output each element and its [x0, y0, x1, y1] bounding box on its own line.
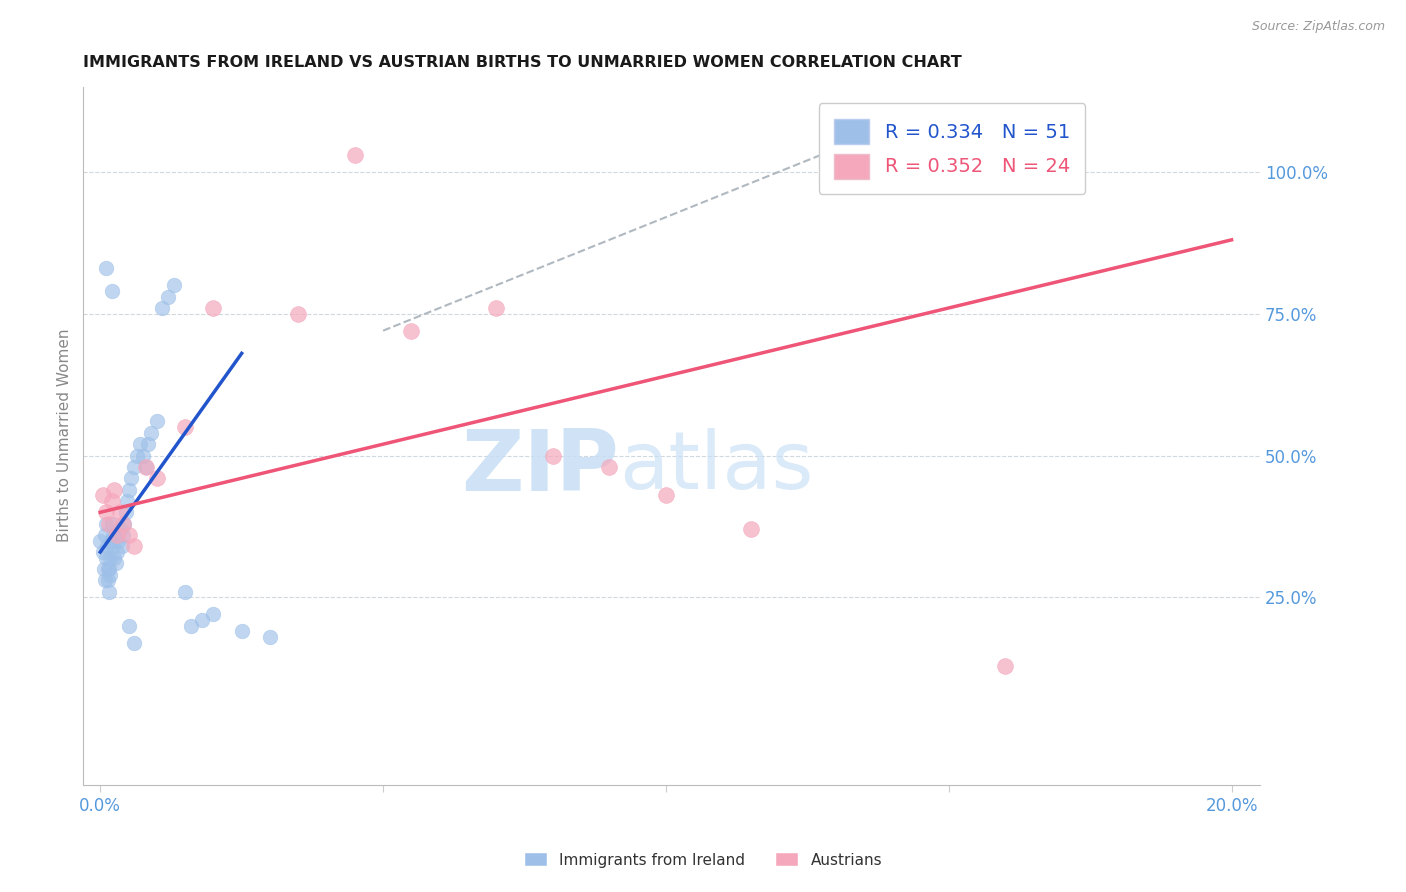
Point [111, 540, 134, 554]
Legend: R = 0.334   N = 51, R = 0.352   N = 24: R = 0.334 N = 51, R = 0.352 N = 24 [818, 103, 1085, 194]
Point [202, 301, 225, 315]
Point [152, 301, 174, 315]
Point [100, 284, 122, 298]
Point [122, 636, 145, 650]
Y-axis label: Births to Unmarried Women: Births to Unmarried Women [58, 329, 72, 542]
Point [97, 516, 120, 531]
Point [97, 574, 120, 588]
Point [485, 301, 508, 315]
Point [103, 540, 125, 554]
Point [157, 290, 180, 304]
Point [100, 516, 122, 531]
Point [98, 562, 121, 576]
Point [146, 471, 169, 485]
Text: Source: ZipAtlas.com: Source: ZipAtlas.com [1251, 20, 1385, 33]
Point [125, 449, 148, 463]
Text: ZIP: ZIP [461, 425, 619, 508]
Point [94, 550, 117, 565]
Point [343, 147, 366, 161]
Point [107, 533, 129, 548]
Point [259, 630, 281, 644]
Point [994, 658, 1017, 673]
Point [117, 494, 139, 508]
Point [94, 528, 117, 542]
Point [94, 261, 117, 276]
Point [104, 557, 127, 571]
Point [141, 425, 163, 440]
Point [100, 533, 122, 548]
Point [96, 540, 118, 554]
Point [401, 324, 423, 338]
Point [111, 528, 134, 542]
Point [101, 528, 124, 542]
Point [122, 540, 145, 554]
Text: IMMIGRANTS FROM IRELAND VS AUSTRIAN BIRTHS TO UNMARRIED WOMEN CORRELATION CHART: IMMIGRANTS FROM IRELAND VS AUSTRIAN BIRT… [83, 55, 962, 70]
Point [105, 528, 128, 542]
Point [96, 516, 118, 531]
Point [89, 533, 111, 548]
Point [91, 488, 114, 502]
Point [598, 459, 620, 474]
Text: atlas: atlas [619, 428, 813, 506]
Point [114, 505, 136, 519]
Point [98, 567, 121, 582]
Point [180, 619, 202, 633]
Point [100, 494, 122, 508]
Point [163, 278, 186, 293]
Point [103, 483, 125, 497]
Point [655, 488, 678, 502]
Point [541, 449, 564, 463]
Point [128, 437, 150, 451]
Point [111, 516, 134, 531]
Point [174, 420, 197, 434]
Point [231, 624, 253, 639]
Point [134, 459, 156, 474]
Point [91, 545, 114, 559]
Point [94, 505, 117, 519]
Point [174, 584, 197, 599]
Point [117, 619, 139, 633]
Point [94, 574, 117, 588]
Point [146, 415, 169, 429]
Point [117, 528, 139, 542]
Point [191, 613, 214, 627]
Point [740, 522, 762, 536]
Point [93, 562, 115, 576]
Point [117, 483, 139, 497]
Point [122, 459, 145, 474]
Point [97, 584, 120, 599]
Point [100, 550, 122, 565]
Point [131, 449, 153, 463]
Point [138, 437, 160, 451]
Point [120, 471, 142, 485]
Point [824, 165, 846, 179]
Point [112, 516, 135, 531]
Point [103, 550, 125, 565]
Point [134, 459, 156, 474]
Point [97, 562, 120, 576]
Point [108, 522, 131, 536]
Point [287, 307, 309, 321]
Point [108, 505, 131, 519]
Point [202, 607, 225, 622]
Legend: Immigrants from Ireland, Austrians: Immigrants from Ireland, Austrians [517, 847, 889, 873]
Point [105, 545, 128, 559]
